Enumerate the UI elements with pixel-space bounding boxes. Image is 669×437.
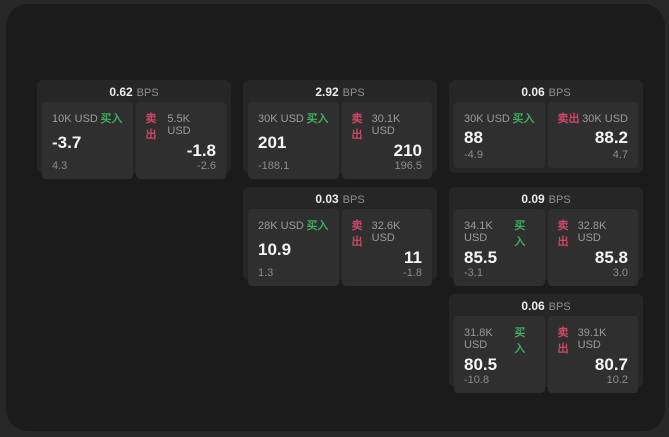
quote-card: 0.62 BPS 10K USD 买入 -3.7 4.3 卖出 5.5K USD — [37, 80, 231, 179]
sell-sub-value: 10.2 — [606, 374, 628, 386]
sell-tag: 卖出 — [557, 327, 569, 355]
quote-card: 0.09 BPS 34.1K USD 买入 85.5 -3.1 卖出 32.8K … — [449, 187, 643, 286]
bps-value: 2.92 — [315, 85, 339, 99]
buy-size-label: 31.8K USD — [464, 327, 493, 351]
sell-sub-value: -2.6 — [197, 160, 216, 172]
buy-size-label: 34.1K USD — [464, 220, 493, 244]
bps-unit: BPS — [342, 194, 365, 206]
sell-price: 210 — [393, 141, 422, 160]
buy-price: 80.5 — [464, 355, 498, 374]
sell-price: 80.7 — [594, 355, 628, 374]
card-header: 0.62 BPS — [42, 80, 226, 102]
buy-price: -3.7 — [52, 133, 82, 152]
sell-sub-value: 196.5 — [394, 160, 422, 172]
buy-tag: 买入 — [306, 113, 329, 125]
buy-panel[interactable]: 31.8K USD 买入 80.5 -10.8 — [454, 316, 545, 393]
sell-tag: 卖出 — [557, 113, 580, 125]
sell-panel[interactable]: 卖出 32.8K USD 85.8 3.0 — [547, 209, 638, 286]
bps-value: 0.03 — [315, 192, 339, 206]
sell-size-label: 39.1K USD — [577, 327, 607, 351]
bps-value: 0.62 — [109, 85, 133, 99]
sell-panel[interactable]: 卖出 30.1K USD 210 196.5 — [341, 102, 432, 179]
buy-sub-value: -4.9 — [464, 149, 483, 161]
card-header: 2.92 BPS — [248, 80, 432, 102]
card-header: 0.06 BPS — [454, 80, 638, 102]
buy-panel[interactable]: 30K USD 买入 201 -188.1 — [248, 102, 339, 179]
buy-price: 10.9 — [258, 240, 292, 259]
buy-sub-value: -3.1 — [464, 267, 483, 279]
bps-value: 0.06 — [521, 85, 545, 99]
sell-price: 85.8 — [594, 248, 628, 267]
buy-tag: 买入 — [514, 220, 526, 248]
buy-panel[interactable]: 30K USD 买入 88 -4.9 — [454, 102, 545, 168]
buy-price: 85.5 — [464, 248, 498, 267]
sell-size-label: 30K USD — [582, 113, 628, 125]
buy-tag: 买入 — [512, 113, 535, 125]
sell-price: -1.8 — [186, 141, 216, 160]
buy-sub-value: 4.3 — [52, 160, 68, 172]
sell-panel[interactable]: 卖出 30K USD 88.2 4.7 — [547, 102, 638, 168]
quote-card: 0.06 BPS 30K USD 买入 88 -4.9 卖出 30K USD — [449, 80, 643, 173]
sell-size-label: 30.1K USD — [371, 113, 401, 137]
sell-size-label: 32.8K USD — [577, 220, 607, 244]
bps-unit: BPS — [342, 87, 365, 99]
sell-price: 11 — [404, 248, 422, 267]
quote-card: 0.03 BPS 28K USD 买入 10.9 1.3 卖出 32.6K USD — [243, 187, 437, 286]
sell-sub-value: 4.7 — [612, 149, 628, 161]
buy-sub-value: -10.8 — [464, 374, 490, 386]
buy-size-label: 30K USD — [258, 113, 304, 125]
buy-panel[interactable]: 34.1K USD 买入 85.5 -3.1 — [454, 209, 545, 286]
buy-tag: 买入 — [514, 327, 526, 355]
bps-unit: BPS — [136, 87, 159, 99]
quote-card: 0.06 BPS 31.8K USD 买入 80.5 -10.8 卖出 39.1K… — [449, 294, 643, 393]
bps-unit: BPS — [548, 194, 571, 206]
buy-tag: 买入 — [306, 220, 329, 232]
bps-value: 0.06 — [521, 299, 545, 313]
sell-sub-value: 3.0 — [612, 267, 628, 279]
buy-sub-value: 1.3 — [258, 267, 274, 279]
sell-tag: 卖出 — [145, 113, 157, 141]
buy-size-label: 10K USD — [52, 113, 98, 125]
buy-panel[interactable]: 10K USD 买入 -3.7 4.3 — [42, 102, 133, 179]
bps-unit: BPS — [548, 87, 571, 99]
buy-price: 201 — [258, 133, 287, 152]
sell-panel[interactable]: 卖出 32.6K USD 11 -1.8 — [341, 209, 432, 286]
buy-price: 88 — [464, 127, 483, 147]
sell-size-label: 32.6K USD — [371, 220, 401, 244]
bps-unit: BPS — [548, 301, 571, 313]
card-header: 0.06 BPS — [454, 294, 638, 316]
buy-tag: 买入 — [100, 113, 123, 125]
buy-panel[interactable]: 28K USD 买入 10.9 1.3 — [248, 209, 339, 286]
sell-size-label: 5.5K USD — [167, 113, 191, 137]
sell-tag: 卖出 — [351, 220, 363, 248]
sell-price: 88.2 — [594, 127, 628, 147]
buy-size-label: 28K USD — [258, 220, 304, 232]
quote-cards-grid: 0.62 BPS 10K USD 买入 -3.7 4.3 卖出 5.5K USD — [37, 80, 643, 393]
buy-sub-value: -188.1 — [258, 160, 290, 172]
sell-sub-value: -1.8 — [403, 267, 422, 279]
sell-panel[interactable]: 卖出 39.1K USD 80.7 10.2 — [547, 316, 638, 393]
buy-size-label: 30K USD — [464, 113, 510, 125]
quote-card: 2.92 BPS 30K USD 买入 201 -188.1 卖出 30.1K U… — [243, 80, 437, 179]
card-header: 0.03 BPS — [248, 187, 432, 209]
sell-tag: 卖出 — [351, 113, 363, 141]
app-window: 0.62 BPS 10K USD 买入 -3.7 4.3 卖出 5.5K USD — [6, 4, 665, 431]
sell-panel[interactable]: 卖出 5.5K USD -1.8 -2.6 — [135, 102, 226, 179]
card-header: 0.09 BPS — [454, 187, 638, 209]
sell-tag: 卖出 — [557, 220, 569, 248]
bps-value: 0.09 — [521, 192, 545, 206]
